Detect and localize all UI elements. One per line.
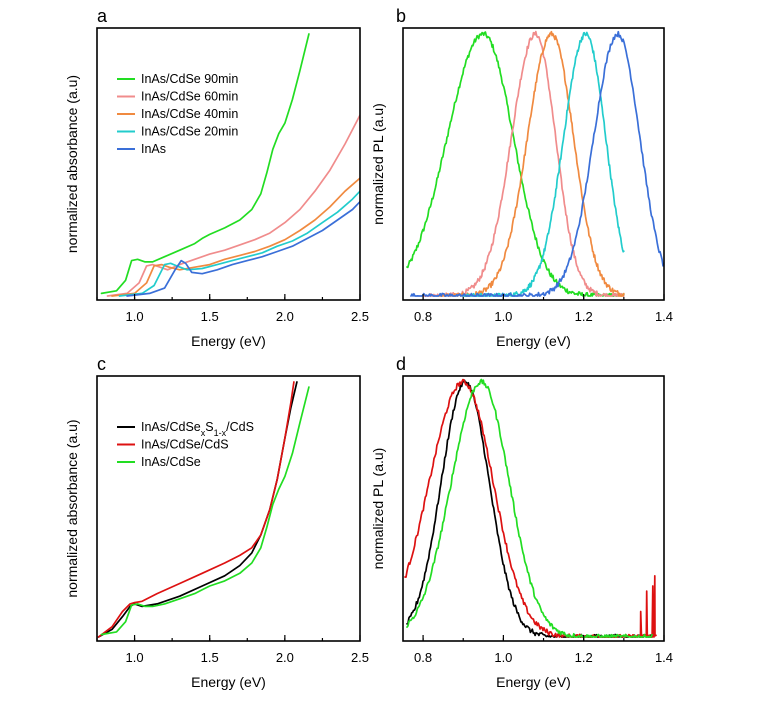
legend-label-part: 1-x (214, 428, 227, 438)
x-tick-label: 1.2 (575, 650, 593, 665)
legend-label-part: S (205, 420, 213, 434)
curves-b (406, 30, 664, 297)
x-tick-label: 2.0 (276, 650, 294, 665)
panel-d: 0.8 1.0 1.2 1.4 Energy (eV) normalized PL (a.… (370, 354, 673, 690)
legend-label: InAs/CdSe 90min (141, 72, 238, 86)
y-axis-label: normalized PL (a.u) (370, 103, 386, 225)
plot-frame (96, 375, 361, 642)
plot-frame (402, 375, 665, 642)
x-axis-label: Energy (eV) (496, 674, 571, 690)
legend-label: InAs/CdSe 20min (141, 125, 238, 139)
x-axis-label: Energy (eV) (496, 333, 571, 349)
panel-c: 1.0 1.5 2.0 2.5 Energy (eV) normalized absorb… (64, 354, 369, 690)
curves-c (97, 381, 310, 638)
curves-a (100, 33, 360, 297)
x-tick-label: 0.8 (414, 650, 432, 665)
x-tick-label: 1.0 (494, 309, 512, 324)
legend-a: InAs/CdSe 90min InAs/CdSe 60min InAs/CdSe … (117, 72, 238, 156)
x-tick-label: 1.4 (655, 309, 673, 324)
legend-label: InAs/CdSe 40min (141, 107, 238, 121)
x-tick-label: 1.5 (201, 309, 219, 324)
series-a-4 (126, 200, 360, 297)
plot-frame (96, 27, 361, 301)
legend-label: InAs/CdSe/CdS (141, 438, 229, 452)
panel-letter: b (396, 6, 406, 26)
x-tick-label: 1.0 (126, 309, 144, 324)
legend-label-part: x (201, 428, 206, 438)
x-tick-label: 1.0 (494, 650, 512, 665)
y-axis-label: normalized absorbance (a.u) (64, 419, 80, 597)
x-tick-label: 1.5 (201, 650, 219, 665)
series-a-3 (118, 190, 360, 297)
legend-label: InAs/CdSe 60min (141, 90, 238, 104)
y-axis-label: normalized absorbance (a.u) (64, 75, 80, 253)
x-tick-label: 0.8 (414, 309, 432, 324)
series-a-2 (111, 177, 360, 297)
panel-letter: d (396, 354, 406, 374)
legend-label-part: InAs/CdSe (141, 420, 201, 434)
panel-letter: c (97, 354, 106, 374)
x-tick-label: 1.2 (575, 309, 593, 324)
x-tick-label: 1.4 (655, 650, 673, 665)
curves-d (404, 378, 657, 638)
plot-frame (402, 27, 665, 301)
legend-label: InAs (141, 142, 166, 156)
x-axis-label: Energy (eV) (191, 333, 266, 349)
panel-letter: a (97, 6, 108, 26)
series-b-4 (410, 30, 664, 297)
series-a-1 (106, 114, 360, 297)
panel-b: 0.8 1.0 1.2 1.4 Energy (eV) normalized PL (a.… (370, 6, 673, 349)
legend-label-part: /CdS (226, 420, 254, 434)
legend-label: InAs/CdSe (141, 455, 201, 469)
x-tick-label: 2.5 (351, 309, 369, 324)
x-tick-label: 2.5 (351, 650, 369, 665)
panel-a: 1.0 1.5 2.0 2.5 Energy (eV) normalized absorb… (64, 6, 369, 349)
series-b-0 (406, 31, 625, 297)
series-a-0 (100, 33, 310, 295)
series-d-1 (404, 378, 657, 638)
legend-label: InAs/CdSexS1-x/CdS (141, 420, 254, 438)
y-axis-label: normalized PL (a.u) (370, 448, 386, 570)
series-c-1 (97, 381, 295, 638)
x-tick-label: 2.0 (276, 309, 294, 324)
series-c-2 (100, 386, 310, 636)
series-d-2 (406, 378, 653, 638)
x-tick-label: 1.0 (126, 650, 144, 665)
x-axis-label: Energy (eV) (191, 674, 266, 690)
